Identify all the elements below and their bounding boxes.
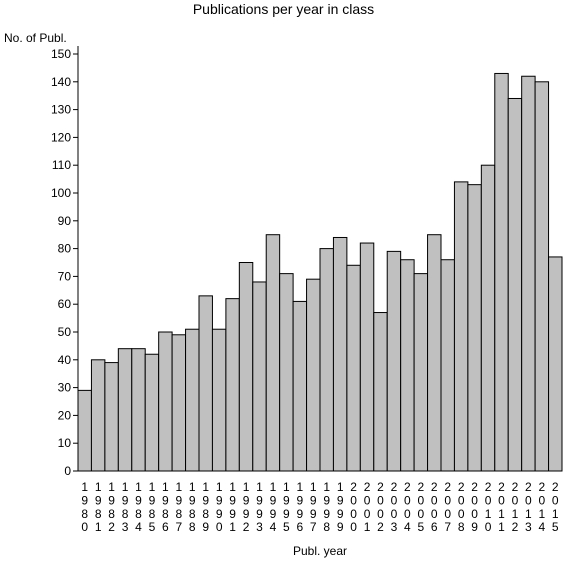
y-tick-label-50: 50 bbox=[58, 325, 72, 339]
y-tick-label-110: 110 bbox=[52, 158, 71, 172]
bar-1983 bbox=[117, 348, 133, 472]
y-tick-label-20: 20 bbox=[58, 408, 72, 422]
bar-1987 bbox=[171, 334, 187, 472]
bar-2008 bbox=[453, 181, 469, 472]
bar-1990 bbox=[211, 328, 227, 472]
bar-2015 bbox=[548, 256, 563, 472]
bar-1991 bbox=[225, 298, 240, 472]
bar-2007 bbox=[440, 259, 455, 472]
x-axis-label: Publ. year bbox=[292, 544, 348, 558]
y-axis-label: No. of Publ. bbox=[4, 31, 67, 45]
y-tick-label-0: 0 bbox=[64, 464, 71, 478]
y-tick-label-60: 60 bbox=[58, 297, 72, 311]
bar-2001 bbox=[359, 242, 375, 472]
bar-1992 bbox=[238, 262, 254, 472]
bar-2005 bbox=[413, 273, 429, 472]
bar-1984 bbox=[131, 348, 146, 472]
y-tick-label-120: 120 bbox=[51, 130, 71, 144]
bar-2010 bbox=[480, 164, 496, 472]
bar-2003 bbox=[386, 250, 402, 472]
bar-1997 bbox=[306, 278, 321, 472]
bar-1993 bbox=[252, 281, 267, 472]
bar-1994 bbox=[265, 234, 281, 472]
bar-1989 bbox=[198, 295, 213, 472]
bar-2006 bbox=[427, 234, 442, 472]
bar-1996 bbox=[292, 300, 308, 472]
bar-2014 bbox=[534, 81, 550, 472]
bar-1981 bbox=[90, 359, 106, 472]
bar-2012 bbox=[507, 97, 523, 472]
chart-title: Publications per year in class bbox=[192, 1, 375, 17]
bar-2009 bbox=[467, 184, 482, 472]
bar-1988 bbox=[185, 328, 200, 472]
bar-1985 bbox=[144, 353, 160, 472]
y-tick-label-150: 150 bbox=[51, 47, 71, 61]
y-tick-label-30: 30 bbox=[58, 381, 72, 395]
bar-1982 bbox=[104, 362, 119, 472]
bar-2011 bbox=[494, 72, 509, 472]
bar-1998 bbox=[319, 248, 334, 472]
y-tick-label-140: 140 bbox=[51, 75, 71, 89]
bar-2013 bbox=[521, 75, 536, 472]
y-tick-label-70: 70 bbox=[58, 269, 72, 283]
y-tick-label-10: 10 bbox=[58, 436, 72, 450]
bar-1995 bbox=[279, 273, 294, 472]
y-tick-label-40: 40 bbox=[58, 353, 72, 367]
y-tick-label-130: 130 bbox=[51, 103, 71, 117]
y-tick-label-100: 100 bbox=[51, 186, 71, 200]
y-tick-label-90: 90 bbox=[58, 214, 72, 228]
y-tick-label-80: 80 bbox=[58, 242, 72, 256]
bar-1999 bbox=[332, 236, 348, 472]
bar-2000 bbox=[346, 264, 361, 472]
bar-1980 bbox=[77, 389, 92, 472]
bar-2004 bbox=[400, 259, 415, 472]
bar-1986 bbox=[158, 331, 173, 472]
bar-2002 bbox=[373, 312, 388, 472]
